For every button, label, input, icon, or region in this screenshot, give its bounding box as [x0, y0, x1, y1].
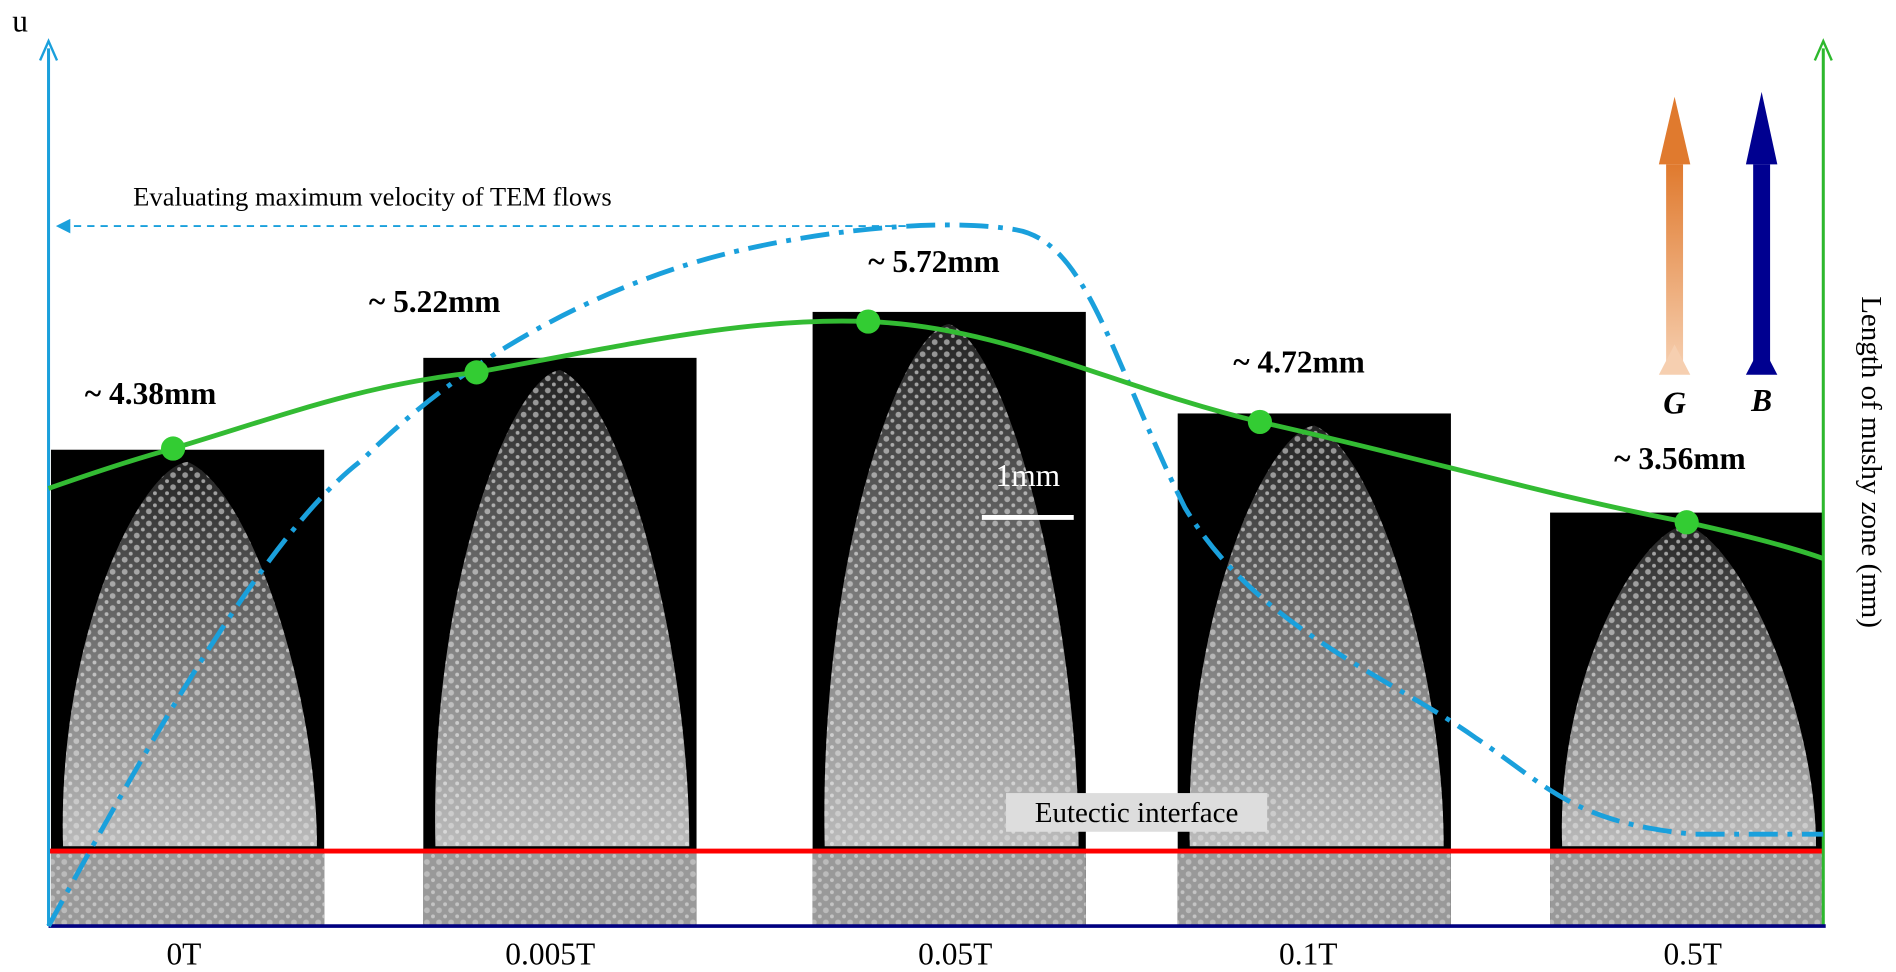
mushy-length: ~ 5.72mm: [868, 244, 1000, 279]
field-label: 0.5T: [1663, 937, 1721, 972]
mushy-length: ~ 4.38mm: [85, 376, 217, 411]
field-label: 0.1T: [1279, 937, 1337, 972]
field-label: 0T: [166, 937, 201, 972]
mushy-curve: [47, 318, 1825, 561]
eutectic-texture: [1550, 851, 1824, 927]
field-label: 0.05T: [918, 937, 992, 972]
interface-label: Eutectic interface: [1035, 797, 1239, 829]
scale-bar-label: 1mm: [995, 458, 1060, 493]
labels: ~ 4.38mm 0T ~ 5.22mm 0.005T ~ 5.72mm 0.05T ~ 4…: [85, 244, 1746, 972]
mushy-length: ~ 4.72mm: [1233, 344, 1365, 379]
mushy-length: ~ 5.22mm: [369, 284, 501, 319]
mushy-point: [464, 360, 489, 385]
dendrite-texture: [435, 369, 690, 847]
velocity-curve: [46, 222, 1824, 928]
mushy-length: ~ 3.56mm: [1614, 441, 1746, 476]
field-arrow: [1753, 164, 1771, 370]
left-axis-arrow: [38, 38, 59, 61]
annotation: Evaluating maximum velocity of TEM flows: [133, 182, 612, 212]
interface-box: [1006, 793, 1268, 832]
dendrite-texture: [62, 461, 317, 847]
field-arrow-tail: [1745, 344, 1778, 375]
left-axis-label: u: [12, 3, 28, 38]
mushy-point: [856, 309, 881, 334]
gradient-arrow-head: [1658, 96, 1691, 165]
right-axis-label: Length of mushy zone (mm): [1855, 296, 1887, 628]
gradient-arrow: [1666, 164, 1684, 370]
dendrite-texture: [824, 324, 1079, 847]
mushy-point: [160, 436, 186, 461]
eutectic-texture: [423, 851, 697, 927]
gradient-label: G: [1663, 385, 1686, 420]
eutectic-texture: [812, 851, 1086, 927]
dendrite-texture: [1189, 425, 1444, 847]
mushy-point: [1247, 409, 1272, 435]
field-arrow-head: [1745, 91, 1778, 165]
field-label: B: [1750, 383, 1772, 418]
field-label: 0.005T: [505, 937, 595, 972]
right-axis-arrow: [1813, 38, 1833, 61]
dendrite-texture: [1561, 524, 1817, 847]
eutectic-texture: [1177, 851, 1451, 927]
micrographs: [50, 311, 1824, 927]
eutectic-texture: [50, 851, 325, 927]
gradient-arrow-tail: [1658, 344, 1691, 375]
mushy-point: [1674, 510, 1699, 535]
